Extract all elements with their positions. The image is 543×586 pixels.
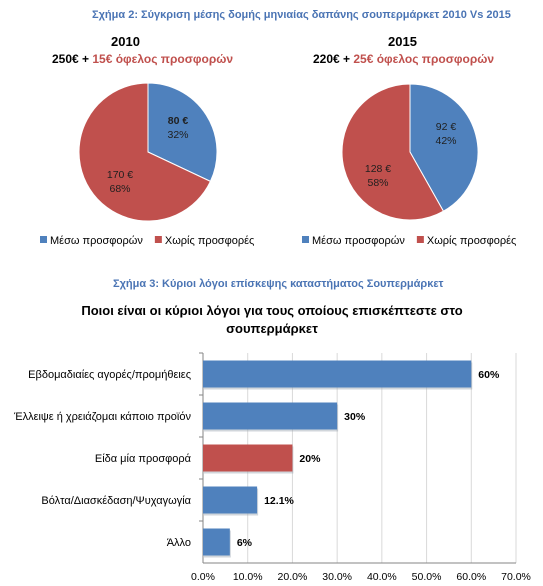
pie-2010-subtitle: 250€ + 15€ όφελος προσφορών [52, 52, 233, 66]
pie-2015-slice-0-value-label: 92 € [436, 121, 457, 133]
pie-2015-legend-label-1: Χωρίς προσφορές [427, 235, 516, 247]
pie-2015-subtitle: 220€ + 25€ όφελος προσφορών [313, 52, 494, 66]
bar-chart-bar-4 [203, 528, 230, 556]
bar-chart-x-tick-3: 30.0% [322, 571, 352, 583]
bar-chart-bar-1 [203, 402, 338, 430]
pie-2010-slice-0 [147, 82, 218, 183]
bar-chart-value-label-0: 60% [478, 369, 500, 381]
pie-2010-year: 2010 [111, 34, 140, 49]
bar-chart-category-label-0: Εβδομαδιαίες αγορές/προμήθειες [28, 369, 191, 381]
pie-2015-year: 2015 [388, 34, 417, 49]
pie-2010-legend-label-0: Μέσω προσφορών [50, 235, 143, 247]
bar-chart-title-line-2: σουπερμάρκετ [226, 321, 318, 336]
bar-chart-value-label-1: 30% [344, 411, 366, 423]
bar-chart-x-tick-7: 70.0% [501, 571, 531, 583]
bar-chart-category-label-2: Είδα μία προσφορά [95, 453, 192, 465]
fig2-caption: Σχήμα 2: Σύγκριση μέσης δομής μηνιαίας δ… [92, 9, 511, 21]
pie-2010-slice-0-percent-label: 32% [167, 129, 188, 141]
pie-2015-subtitle-base: 220€ + [313, 52, 354, 66]
pie-2015-slice-1-value-label: 128 € [365, 163, 391, 175]
pie-2015-legend-swatch-1 [416, 236, 424, 243]
pie-2010-slice-1-percent-label: 68% [109, 183, 130, 195]
pie-2010-subtitle-highlight: 15€ όφελος προσφορών [92, 52, 234, 66]
bar-chart-bar-2 [203, 444, 293, 472]
pie-2015-slice-0 [409, 83, 479, 212]
fig3-caption: Σχήμα 3: Κύριοι λόγοι επίσκεψης καταστήμ… [113, 278, 444, 290]
pie-2010-subtitle-base: 250€ + [52, 52, 93, 66]
bar-chart-title-line-1: Ποιοι είναι οι κύριοι λόγοι για τους οπο… [81, 303, 462, 318]
pie-2015-slice-1-percent-label: 58% [367, 177, 388, 189]
bar-chart-value-label-4: 6% [237, 537, 253, 549]
bar-chart-category-label-4: Άλλο [167, 537, 191, 549]
pie-2015-slice-0-percent-label: 42% [435, 135, 456, 147]
bar-chart-category-label-1: Έλλειψε ή χρειάζομαι κάποιο προϊόν [13, 411, 192, 423]
bar-chart-x-tick-6: 60.0% [456, 571, 486, 583]
pie-2010-slice-1 [78, 82, 212, 222]
bar-chart-x-tick-1: 10.0% [233, 571, 263, 583]
bar-chart-x-tick-4: 40.0% [367, 571, 397, 583]
pie-2010-slice-1-value-label: 170 € [107, 169, 133, 181]
bar-chart-bar-3 [203, 486, 258, 514]
pie-2015-legend-swatch-0 [302, 236, 309, 243]
bar-chart-x-tick-0: 0.0% [191, 571, 215, 583]
pie-2015-legend-label-0: Μέσω προσφορών [312, 235, 405, 247]
pie-2010-legend-swatch-1 [154, 236, 162, 243]
bar-chart-bar-0 [203, 360, 472, 388]
pie-2015-subtitle-highlight: 25€ όφελος προσφορών [353, 52, 495, 66]
bar-chart-value-label-3: 12.1% [264, 495, 294, 507]
bar-chart-x-tick-5: 50.0% [412, 571, 442, 583]
pie-2015-slice-1 [341, 83, 445, 221]
bar-chart-value-label-2: 20% [299, 453, 321, 465]
bar-chart-category-label-3: Βόλτα/Διασκέδαση/Ψυχαγωγία [41, 495, 191, 507]
bar-chart-x-tick-2: 20.0% [278, 571, 308, 583]
pie-2010-legend-swatch-0 [40, 236, 47, 243]
pie-2010-legend-label-1: Χωρίς προσφορές [165, 235, 254, 247]
pie-2010-slice-0-value-label: 80 € [168, 115, 189, 127]
